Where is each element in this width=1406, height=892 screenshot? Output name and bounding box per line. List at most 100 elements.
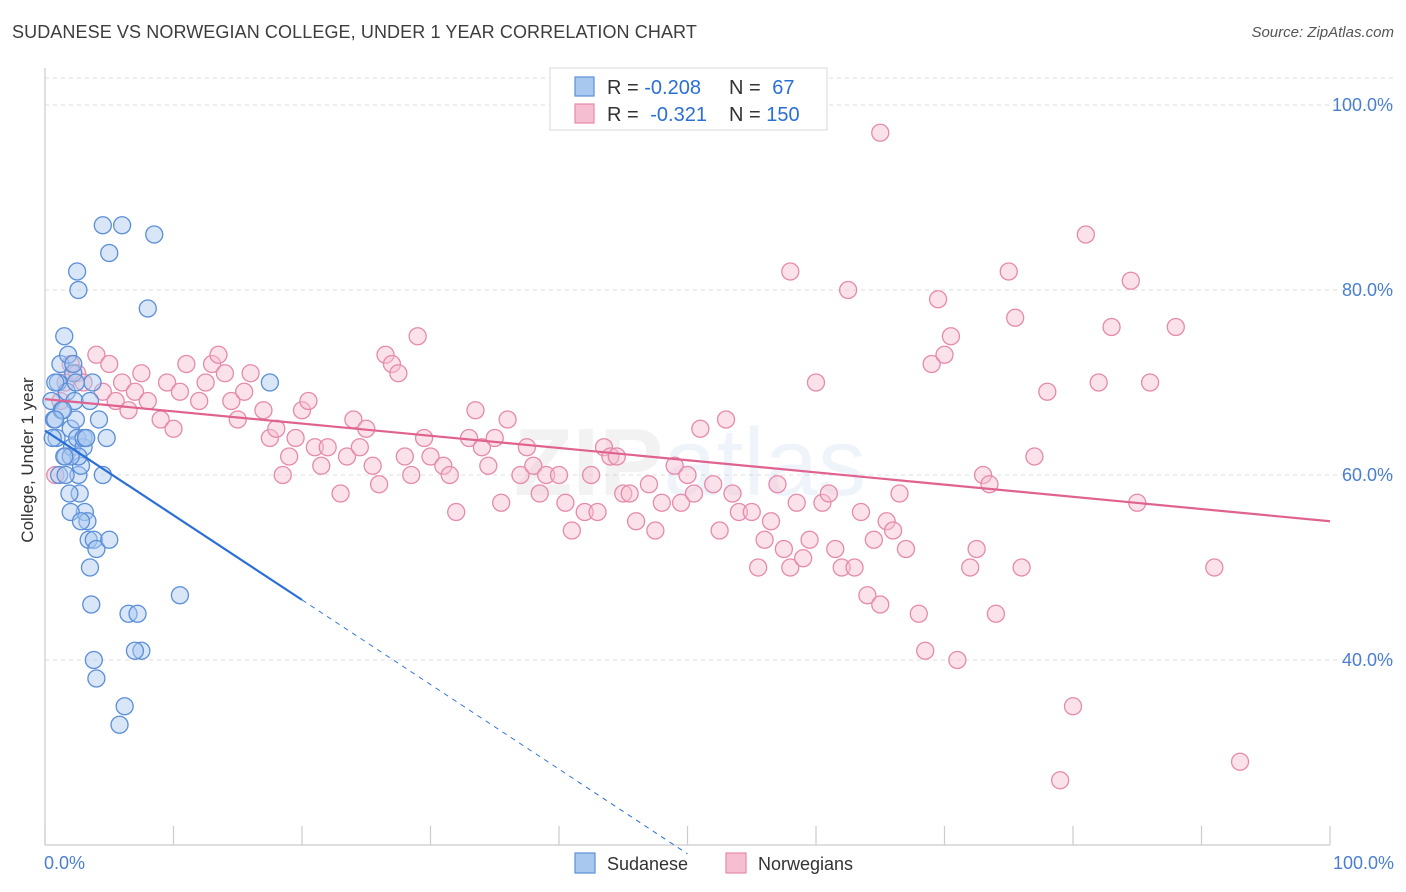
sudanese-point-57 bbox=[84, 650, 103, 670]
sudanese-point-48 bbox=[132, 641, 151, 660]
norwegians-point-126 bbox=[948, 650, 967, 670]
norwegians-point-47 bbox=[376, 345, 395, 364]
norwegians-point-110 bbox=[838, 280, 858, 300]
norwegians-point-0 bbox=[46, 465, 65, 485]
norwegians-point-26 bbox=[228, 410, 247, 429]
y-tick-label-0: 100.0% bbox=[1332, 95, 1393, 115]
sudanese-point-6 bbox=[55, 327, 74, 346]
norwegians-point-125 bbox=[941, 327, 961, 346]
norwegians-point-51 bbox=[402, 465, 421, 485]
y-tick-label-3: 40.0% bbox=[1342, 650, 1393, 670]
bottom-legend-swatch-norwegians bbox=[725, 852, 747, 874]
norwegians-point-36 bbox=[299, 391, 318, 411]
norwegians-point-68 bbox=[530, 484, 549, 503]
sudanese-trend-line bbox=[44, 429, 303, 601]
norwegians-point-12 bbox=[125, 382, 145, 401]
bottom-legend: Sudanese Norwegians bbox=[574, 852, 853, 874]
norwegians-point-87 bbox=[678, 465, 697, 485]
norwegians-point-39 bbox=[318, 438, 337, 457]
norwegians-point-8 bbox=[100, 354, 119, 374]
norwegians-point-43 bbox=[350, 438, 369, 457]
norwegians-point-142 bbox=[1121, 271, 1140, 290]
legend-n-value-norwegians: 150 bbox=[766, 104, 799, 126]
sudanese-point-54 bbox=[138, 299, 157, 318]
trend-lines bbox=[44, 398, 1331, 855]
norwegians-point-103 bbox=[794, 549, 813, 568]
sudanese-point-58 bbox=[87, 669, 106, 688]
norwegians-point-86 bbox=[671, 493, 691, 512]
norwegians-point-22 bbox=[202, 354, 222, 374]
norwegians-point-23 bbox=[209, 345, 228, 364]
sudanese-point-56 bbox=[115, 697, 134, 716]
norwegians-point-60 bbox=[472, 438, 492, 457]
norwegians-point-33 bbox=[279, 447, 299, 466]
norwegians-point-144 bbox=[1140, 373, 1160, 392]
sudanese-point-36 bbox=[69, 280, 88, 300]
norwegians-point-122 bbox=[922, 354, 941, 374]
norwegians-point-138 bbox=[1063, 697, 1083, 716]
legend-box bbox=[549, 67, 828, 131]
norwegians-point-88 bbox=[684, 484, 704, 503]
sudanese-point-23 bbox=[80, 558, 100, 577]
norwegians-point-17 bbox=[164, 419, 183, 438]
norwegians-point-48 bbox=[382, 354, 402, 374]
norwegians-point-50 bbox=[395, 447, 414, 466]
norwegians-point-61 bbox=[479, 456, 498, 475]
legend-swatch-norwegians bbox=[574, 103, 595, 124]
chart-source: Source: ZipAtlas.com bbox=[1251, 24, 1394, 41]
sudanese-point-39 bbox=[87, 539, 106, 559]
norwegians-point-111 bbox=[845, 558, 864, 577]
sudanese-point-35 bbox=[67, 262, 87, 281]
norwegians-point-134 bbox=[1012, 558, 1031, 577]
norwegians-point-97 bbox=[755, 530, 774, 549]
chart-title: SUDANESE VS NORWEGIAN COLLEGE, UNDER 1 Y… bbox=[12, 22, 697, 42]
norwegians-point-118 bbox=[890, 484, 909, 503]
sudanese-point-52 bbox=[93, 216, 112, 235]
norwegians-point-25 bbox=[222, 391, 241, 411]
norwegians-point-91 bbox=[710, 521, 729, 540]
bottom-legend-swatch-sudanese bbox=[574, 852, 596, 874]
norwegians-point-121 bbox=[916, 641, 935, 660]
norwegians-point-29 bbox=[254, 401, 273, 420]
norwegians-point-73 bbox=[575, 502, 594, 522]
norwegians-point-120 bbox=[909, 604, 928, 623]
norwegians-point-14 bbox=[138, 391, 157, 411]
sudanese-point-61 bbox=[76, 428, 96, 448]
norwegians-point-133 bbox=[1006, 308, 1025, 327]
norwegians-point-127 bbox=[961, 558, 980, 577]
sudanese-point-59 bbox=[170, 586, 190, 605]
sudanese-point-66 bbox=[71, 512, 91, 531]
norwegians-point-140 bbox=[1089, 373, 1108, 392]
norwegians-point-41 bbox=[337, 447, 357, 466]
legend-r-value-norwegians: -0.321 bbox=[650, 104, 707, 126]
norwegians-point-65 bbox=[511, 465, 530, 485]
norwegians-point-6 bbox=[87, 345, 106, 364]
norwegians-point-102 bbox=[787, 493, 806, 512]
bottom-legend-label-sudanese: Sudanese bbox=[607, 854, 688, 874]
norwegians-point-115 bbox=[871, 595, 890, 614]
norwegians-point-94 bbox=[729, 502, 749, 522]
norwegians-point-109 bbox=[832, 558, 851, 577]
legend-row-norwegians: R = -0.321 bbox=[607, 104, 707, 126]
norwegians-point-52 bbox=[408, 327, 427, 346]
norwegians-point-62 bbox=[485, 428, 504, 448]
sudanese-point-40 bbox=[83, 373, 102, 392]
norwegians-point-46 bbox=[369, 475, 389, 494]
y-axis-label: College, Under 1 year bbox=[18, 377, 37, 543]
norwegians-point-99 bbox=[768, 475, 787, 494]
sudanese-point-4 bbox=[51, 354, 70, 374]
norwegians-point-53 bbox=[414, 428, 434, 448]
norwegians-point-100 bbox=[774, 539, 794, 559]
sudanese-point-28 bbox=[69, 447, 88, 466]
sudanese-point-10 bbox=[61, 419, 80, 438]
norwegians-point-18 bbox=[170, 382, 190, 401]
legend-n-norwegians: N = 150 bbox=[729, 104, 800, 126]
norwegians-point-56 bbox=[440, 465, 459, 485]
legend-r-value-sudanese: -0.208 bbox=[644, 77, 701, 99]
sudanese-point-63 bbox=[55, 447, 74, 466]
sudanese-point-47 bbox=[128, 604, 147, 623]
legend-r-label-norwegians: R = bbox=[607, 104, 644, 126]
norwegians-point-149 bbox=[781, 262, 800, 281]
legend-swatch-sudanese bbox=[574, 76, 595, 97]
